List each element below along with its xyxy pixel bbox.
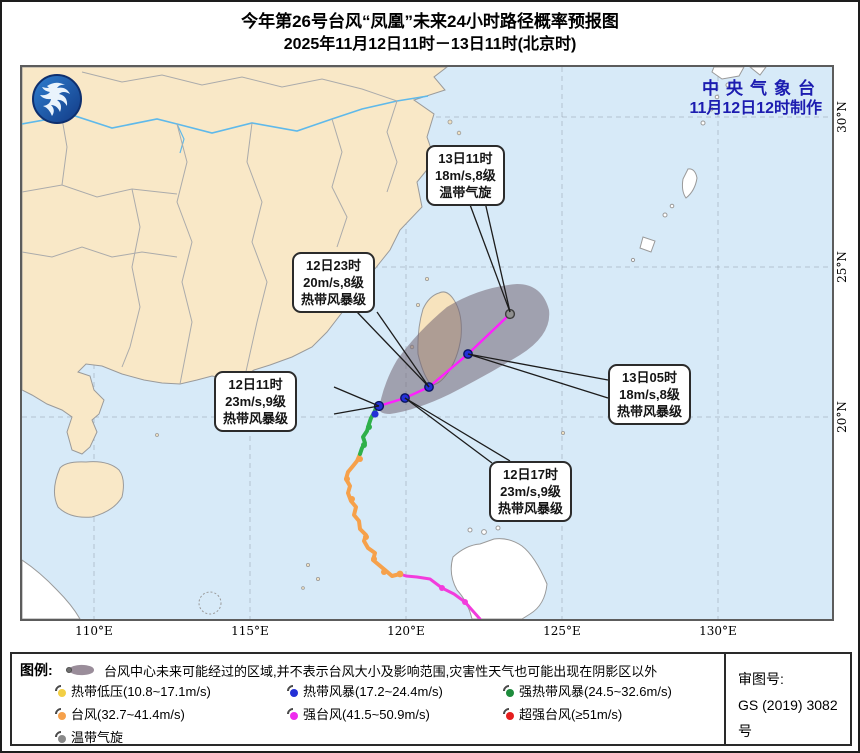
past-track-points [344,410,468,605]
callout-wind: 18m/s,8级 [435,168,496,183]
okinawa-island [681,168,698,199]
vietnam-coast [22,559,81,619]
callout-level: 热带风暴级 [223,411,289,426]
legend-item-td: 热带低压(10.8~17.1m/s) [58,681,211,700]
sty-icon [290,712,298,720]
legend-item-extratropical: 温带气旋 [58,727,123,746]
callout-time: 13日05时 [622,370,677,385]
lat-tick-30n: 30°N [835,101,849,133]
rivers [22,95,429,154]
callout-13d05h: 13日05时 18m/s,8级 热带风暴级 [608,364,692,425]
lon-tick-125e: 125°E [543,624,581,638]
agency-name: 中央气象台 [702,79,822,98]
legend-title: 图例: [20,662,53,678]
luzon-island [450,538,548,619]
callout-level: 热带风暴级 [301,292,367,307]
page-title: 今年第26号台风“凤凰”未来24小时路径概率预报图 [241,12,619,31]
lon-tick-130e: 130°E [699,624,737,638]
callout-time: 12日11时 [228,377,283,392]
callout-12d23h: 12日23时 20m/s,8级 热带风暴级 [292,252,376,313]
lon-tick-110e: 110°E [75,624,113,638]
lon-tick-120e: 120°E [387,624,425,638]
cone-icon [64,663,96,680]
lat-tick-20n: 20°N [835,401,849,433]
legend-divider [724,654,726,744]
map-canvas [22,67,832,619]
legend-item-super-ty: 超强台风(≥51m/s) [506,704,622,723]
callout-level: 热带风暴级 [498,501,564,516]
past-track-typhoon [344,452,402,578]
ts-icon [290,689,298,697]
extratropical-icon [58,735,66,743]
legend-note: 台风中心未来可能经过的区域,并不表示台风大小及影响范围,灾害性天气也可能出现在阴… [104,664,658,679]
china-mainland [22,67,448,455]
callout-time: 13日11时 [438,151,493,166]
callout-wind: 20m/s,8级 [303,275,364,290]
callout-wind: 23m/s,9级 [225,394,286,409]
callout-wind: 23m/s,9级 [500,484,561,499]
reef-ring [198,591,222,615]
past-track [344,406,482,619]
legend-item-ts: 热带风暴(17.2~24.4m/s) [290,681,443,700]
agency-credit: 中央气象台 11月12日12时制作 [689,79,822,119]
legend-item-sty: 强台风(41.5~50.9m/s) [290,704,430,723]
callout-leaders [333,201,609,464]
map-panel: 中央气象台 11月12日12时制作 13日11时 18m/s,8级 温带气旋 1… [20,65,834,621]
legend-panel: 图例: 台风中心未来可能经过的区域,并不表示台风大小及影响范围,灾害性天气也可能… [10,652,852,746]
legend-item-ty: 台风(32.7~41.4m/s) [58,704,185,723]
lon-tick-115e: 115°E [231,624,269,638]
callout-wind: 18m/s,8级 [619,387,680,402]
map-license: 审图号: GS (2019) 3082号 [738,666,850,744]
callout-12d11h: 12日11时 23m/s,9级 热带风暴级 [214,371,298,432]
title-block: 今年第26号台风“凤凰”未来24小时路径概率预报图 2025年11月12日11时… [2,10,858,56]
cma-logo [30,72,84,126]
callout-12d17h: 12日17时 23m/s,9级 热带风暴级 [489,461,573,522]
ty-icon [58,712,66,720]
callout-level: 温带气旋 [439,185,492,200]
issue-time: 11月12日12时制作 [689,100,822,117]
callout-time: 12日23时 [306,258,361,273]
hainan-island [54,461,124,518]
kyushu-tip [711,67,745,80]
legend-item-sts: 强热带风暴(24.5~32.6m/s) [506,681,672,700]
callout-time: 12日17时 [503,467,558,482]
license-number: GS (2019) 3082号 [738,697,838,739]
td-icon [58,689,66,697]
miyako-island [639,236,656,253]
lat-tick-25n: 25°N [835,251,849,283]
callout-13d11h: 13日11时 18m/s,8级 温带气旋 [426,145,505,206]
landmasses [22,67,767,619]
license-label: 审图号: [738,671,784,687]
super-ty-icon [506,712,514,720]
callout-level: 热带风暴级 [617,404,683,419]
page-subtitle: 2025年11月12日11时－13日11时(北京时) [283,36,577,53]
sts-icon [506,689,514,697]
